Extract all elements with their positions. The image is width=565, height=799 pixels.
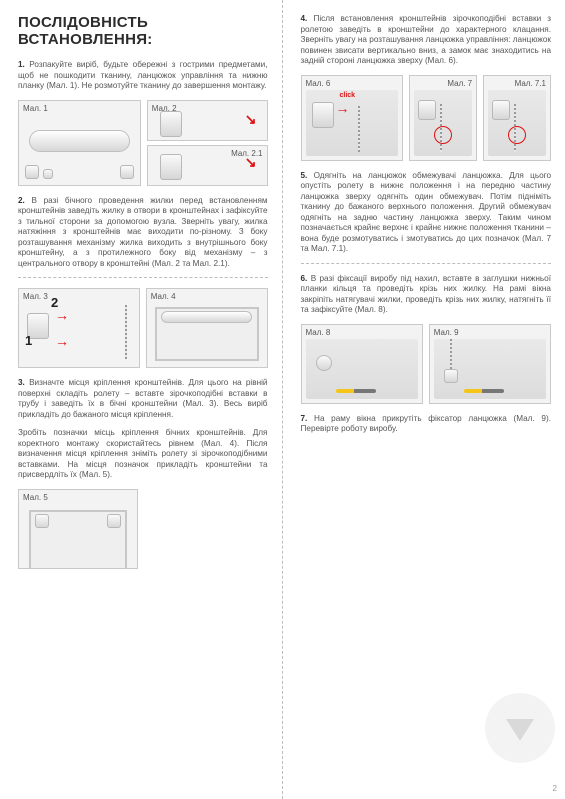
figure-row-4: Мал. 6 → click Мал. 7 Мал. 7.1 xyxy=(301,75,552,161)
figure-9: Мал. 9 xyxy=(429,324,551,404)
chain-icon xyxy=(125,305,127,359)
roller-illustration xyxy=(161,311,252,323)
bracket-icon xyxy=(312,102,334,128)
page-number: 2 xyxy=(553,784,557,793)
step-1-text: 1. Розпакуйте виріб, будьте обережні з г… xyxy=(18,60,268,92)
arrow-icon: → xyxy=(55,333,69,349)
figure-5: Мал. 5 xyxy=(18,489,138,569)
figure-4-label: Мал. 4 xyxy=(151,292,176,301)
part-icon xyxy=(25,165,39,179)
screwdriver-icon xyxy=(464,389,504,393)
figure-2: Мал. 2 ↘ xyxy=(147,100,268,141)
figure-8-label: Мал. 8 xyxy=(306,328,331,337)
highlight-circle-icon xyxy=(434,126,452,144)
mechanism-icon xyxy=(418,100,436,120)
figure-3: Мал. 3 → → 1 2 xyxy=(18,288,140,368)
step-badge-2: 2 xyxy=(51,295,58,310)
step-6-text: 6. В разі фіксації виробу під нахил, вст… xyxy=(301,274,552,316)
figure-row-1: Мал. 1 Мал. 2 ↘ Мал. 2.1 ↘ xyxy=(18,100,268,186)
page-title: ПОСЛІДОВНІСТЬ ВСТАНОВЛЕННЯ: xyxy=(18,14,268,48)
figure-2-1: Мал. 2.1 ↘ xyxy=(147,145,268,186)
figure-5-label: Мал. 5 xyxy=(23,493,48,502)
chain-icon xyxy=(358,106,360,152)
watermark-icon xyxy=(485,693,555,763)
figure-4: Мал. 4 xyxy=(146,288,268,368)
screwdriver-icon xyxy=(336,389,376,393)
step-7-text: 7. На раму вікна прикрутіть фіксатор лан… xyxy=(301,414,552,435)
step-2-text: 2. В разі бічного проведення жилки перед… xyxy=(18,196,268,270)
figure-row-2: Мал. 3 → → 1 2 Мал. 4 xyxy=(18,288,268,368)
arrow-icon: ↘ xyxy=(245,154,257,171)
figure-3-label: Мал. 3 xyxy=(23,292,48,301)
horizontal-divider xyxy=(18,277,268,278)
figure-8: Мал. 8 xyxy=(301,324,423,404)
page-root: ПОСЛІДОВНІСТЬ ВСТАНОВЛЕННЯ: 1. Розпакуйт… xyxy=(0,0,565,799)
figure-6-label: Мал. 6 xyxy=(306,79,331,88)
arrow-icon: ↘ xyxy=(245,111,257,128)
figure-9-label: Мал. 9 xyxy=(434,328,459,337)
figure-1: Мал. 1 xyxy=(18,100,141,186)
bracket-icon xyxy=(35,514,49,528)
highlight-circle-icon xyxy=(508,126,526,144)
figure-7: Мал. 7 xyxy=(409,75,477,161)
bracket-icon xyxy=(107,514,121,528)
part-icon xyxy=(120,165,134,179)
horizontal-divider xyxy=(301,263,552,264)
arrow-icon: → xyxy=(336,100,350,116)
click-label: click xyxy=(340,92,356,99)
figure-row-5: Мал. 8 Мал. 9 xyxy=(301,324,552,404)
figure-1-label: Мал. 1 xyxy=(23,104,48,113)
ring-icon xyxy=(316,355,332,371)
part-icon xyxy=(43,169,53,179)
figure-6: Мал. 6 → click xyxy=(301,75,404,161)
roller-illustration xyxy=(29,130,130,152)
right-column: 4. Після встановлення кронштейнів зірочк… xyxy=(283,0,565,799)
bracket-icon xyxy=(160,154,182,180)
mechanism-icon xyxy=(492,100,510,120)
figure-2-stack: Мал. 2 ↘ Мал. 2.1 ↘ xyxy=(147,100,268,186)
figure-7-label: Мал. 7 xyxy=(447,79,472,88)
figure-7-1-label: Мал. 7.1 xyxy=(515,79,546,88)
step-badge-1: 1 xyxy=(25,333,32,348)
figure-row-3: Мал. 5 xyxy=(18,489,268,569)
step-5-text: 5. Одягніть на ланцюжок обмежувачі ланцю… xyxy=(301,171,552,255)
left-column: ПОСЛІДОВНІСТЬ ВСТАНОВЛЕННЯ: 1. Розпакуйт… xyxy=(0,0,283,799)
step-4-text: 4. Після встановлення кронштейнів зірочк… xyxy=(301,14,552,67)
figure-7-1: Мал. 7.1 xyxy=(483,75,551,161)
bracket-icon xyxy=(160,111,182,137)
step-3a-text: 3. Визначте місця кріплення кронштейнів.… xyxy=(18,378,268,420)
fixator-icon xyxy=(444,369,458,383)
step-3b-text: Зробіть позначки місць кріплення бічних … xyxy=(18,428,268,481)
